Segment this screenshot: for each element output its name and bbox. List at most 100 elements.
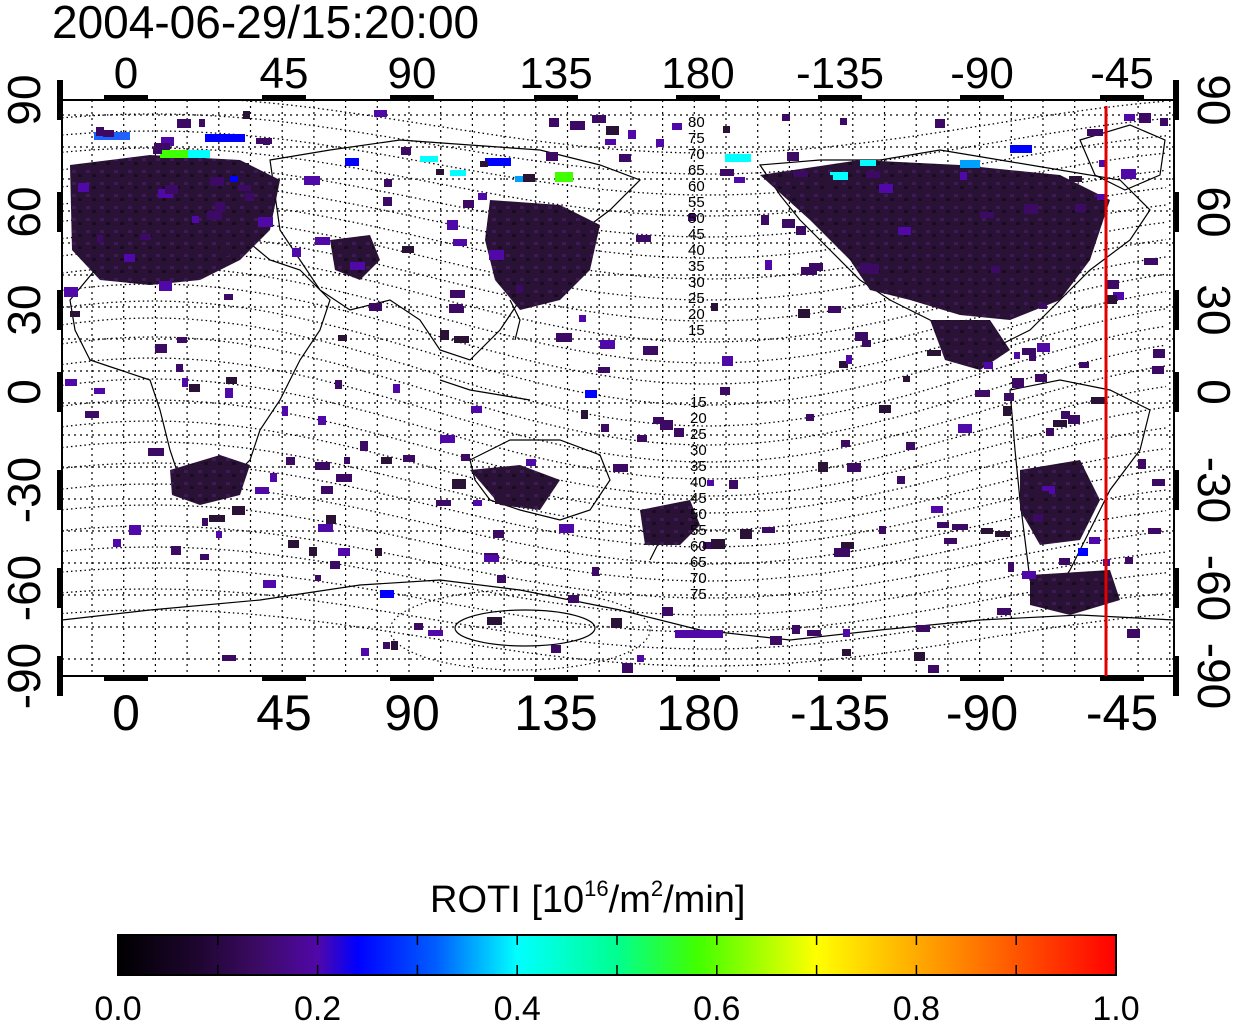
roti-pixel: [335, 380, 342, 389]
roti-pixel: [182, 378, 188, 387]
colorbar-tick-label: 0.6: [693, 990, 740, 1024]
roti-pixel: [1144, 258, 1158, 265]
roti-pixel: [402, 246, 414, 253]
right-lat-tick-mark: [1173, 290, 1179, 330]
roti-pixel: [585, 390, 597, 398]
left-lat-tick-label: -60: [0, 555, 50, 621]
bottom-lon-tick-label: -90: [946, 685, 1018, 741]
roti-pixel: [1037, 343, 1050, 352]
roti-pixel: [383, 197, 392, 206]
roti-pixel: [188, 150, 210, 158]
roti-pixel: [487, 617, 502, 625]
top-lon-tick-label: -90: [950, 49, 1014, 98]
roti-pixel: [338, 335, 347, 341]
roti-pixel: [958, 424, 972, 433]
roti-pixel: [1039, 303, 1047, 309]
roti-pixel: [1153, 349, 1165, 358]
roti-pixel: [866, 171, 880, 178]
roti-pixel: [230, 176, 238, 182]
roti-pixel: [124, 254, 135, 262]
roti-pixel: [1087, 129, 1103, 136]
roti-pixel: [403, 455, 415, 462]
roti-pixel: [453, 239, 467, 246]
roti-pixel: [916, 625, 930, 632]
roti-patch-australia: [470, 465, 560, 510]
roti-pixel: [843, 629, 850, 637]
roti-pixel: [454, 336, 469, 343]
roti-pixel: [1008, 562, 1014, 572]
roti-pixel: [461, 454, 470, 461]
roti-pixel: [94, 388, 105, 394]
roti-pixel: [807, 630, 821, 636]
roti-pixel: [224, 294, 233, 300]
roti-pixel: [1014, 352, 1020, 359]
roti-pixel: [318, 524, 333, 532]
left-lat-tick-label: 90: [0, 74, 50, 125]
roti-pixel: [903, 376, 910, 382]
roti-pixel: [914, 652, 925, 661]
roti-pixel: [984, 362, 993, 369]
roti-pixel: [600, 340, 615, 349]
roti-pixel: [523, 174, 535, 182]
roti-pixel: [1127, 629, 1140, 638]
roti-pixel: [952, 524, 968, 530]
top-lon-tick-mark: [262, 95, 306, 101]
roti-pixel: [176, 364, 183, 372]
roti-pixel: [643, 346, 658, 355]
roti-patch-middle-east: [330, 235, 380, 280]
roti-pixel: [559, 524, 574, 533]
right-lat-tick-mark: [1173, 568, 1179, 608]
colorbar-title: ROTI [1016/m2/min]: [430, 876, 745, 921]
roti-pixel: [428, 630, 443, 636]
bottom-lon-tick-mark: [1100, 675, 1144, 681]
roti-pixel: [725, 154, 751, 162]
bottom-lon-tick-label: 0: [112, 685, 140, 741]
roti-highlight-pixels: [64, 110, 1168, 673]
roti-patch-antarctic-peninsula: [1030, 570, 1120, 615]
roti-pixel: [1069, 176, 1082, 182]
right-lat-tick-label: 60: [1188, 186, 1240, 237]
left-lat-tick-label: 0: [0, 379, 50, 405]
roti-pixel: [1106, 280, 1119, 289]
colorbar-tick-label: 0.2: [294, 990, 341, 1024]
right-lat-tick-mark: [1173, 470, 1179, 510]
roti-pixel: [473, 500, 482, 506]
roti-pixel: [622, 663, 633, 673]
roti-pixel: [793, 171, 808, 177]
roti-pixel: [703, 542, 718, 549]
bottom-longitude-axis: 0 45 90 135 180 -135 -90 -45: [104, 675, 1158, 741]
roti-pixel: [960, 160, 980, 168]
roti-pixel: [85, 411, 99, 418]
north-contour-label: 35: [688, 258, 705, 275]
roti-pixel: [1061, 411, 1070, 419]
north-contour-label: 20: [688, 306, 705, 323]
roti-pixel: [200, 554, 209, 560]
left-lat-tick-mark: [57, 192, 63, 232]
left-latitude-axis: 90 60 30 0 -30 -60 -90: [0, 74, 63, 709]
north-contour-label: 60: [688, 178, 705, 195]
south-contour-label: 45: [690, 490, 707, 507]
roti-pixel: [97, 235, 103, 243]
roti-pixel: [440, 330, 449, 340]
right-lat-tick-label: -90: [1188, 643, 1240, 709]
bottom-lon-tick-label: 45: [256, 685, 312, 741]
roti-pixel: [711, 539, 725, 549]
roti-patch-south-africa: [170, 455, 250, 505]
roti-pixel: [1097, 194, 1105, 200]
roti-pixel: [860, 263, 871, 273]
colorbar-tick-label: 0.0: [94, 990, 141, 1024]
bottom-lon-tick-label: 180: [656, 685, 739, 741]
roti-pixel: [980, 212, 994, 218]
roti-pixel: [809, 263, 823, 271]
roti-pixel: [210, 177, 224, 186]
roti-pixel: [103, 130, 114, 137]
roti-pixel: [1042, 486, 1055, 494]
roti-pixel: [380, 590, 394, 598]
roti-pixel: [862, 340, 871, 347]
roti-pixel: [309, 547, 317, 556]
roti-pixel: [161, 137, 174, 146]
roti-pixel: [1059, 558, 1070, 565]
roti-pixel: [770, 636, 782, 645]
roti-pixel: [344, 457, 350, 464]
south-contour-label: 15: [690, 394, 707, 411]
